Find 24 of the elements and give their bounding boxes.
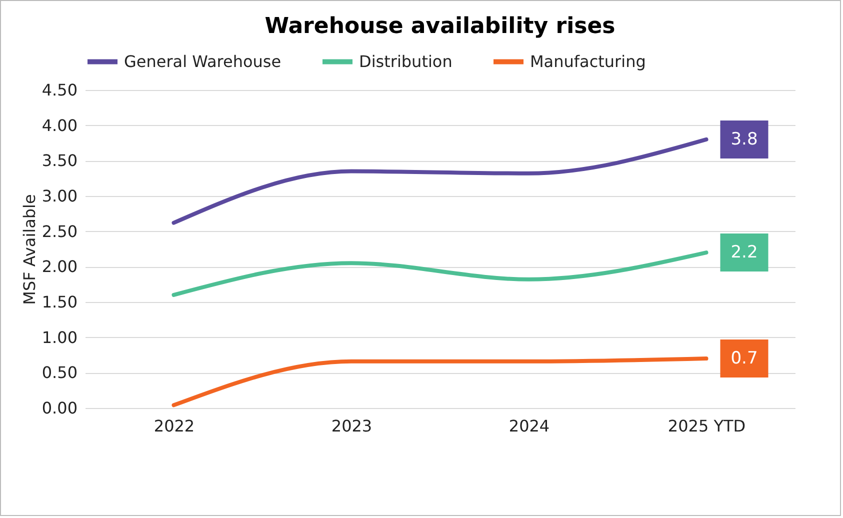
chart-title: Warehouse availability rises xyxy=(264,14,616,39)
y-tick-label: 1.00 xyxy=(42,328,78,347)
y-tick-label: 0.50 xyxy=(42,363,78,382)
x-tick-label: 2025 YTD xyxy=(668,416,746,436)
legend-label: Manufacturing xyxy=(530,52,646,71)
y-tick-label: 2.00 xyxy=(42,257,78,276)
x-tick-label: 2022 xyxy=(154,416,195,436)
y-tick-label: 3.50 xyxy=(42,151,78,170)
y-tick-label: 4.00 xyxy=(42,116,78,135)
y-tick-label: 3.00 xyxy=(42,186,78,206)
data-label: 2.2 xyxy=(730,242,758,263)
y-tick-label: 1.50 xyxy=(42,292,78,312)
legend-label: General Warehouse xyxy=(124,52,282,71)
y-tick-label: 4.50 xyxy=(42,80,78,100)
data-label: 0.7 xyxy=(730,348,758,369)
line-series xyxy=(172,250,708,297)
y-tick-label: 0.00 xyxy=(42,398,78,418)
data-label: 3.8 xyxy=(730,129,758,150)
y-tick-label: 2.50 xyxy=(42,222,78,241)
x-tick-label: 2023 xyxy=(331,416,372,436)
y-axis-title: MSF Available xyxy=(20,194,39,305)
x-tick-label: 2024 xyxy=(508,416,550,436)
line-series xyxy=(172,137,708,225)
legend-label: Distribution xyxy=(359,52,452,71)
